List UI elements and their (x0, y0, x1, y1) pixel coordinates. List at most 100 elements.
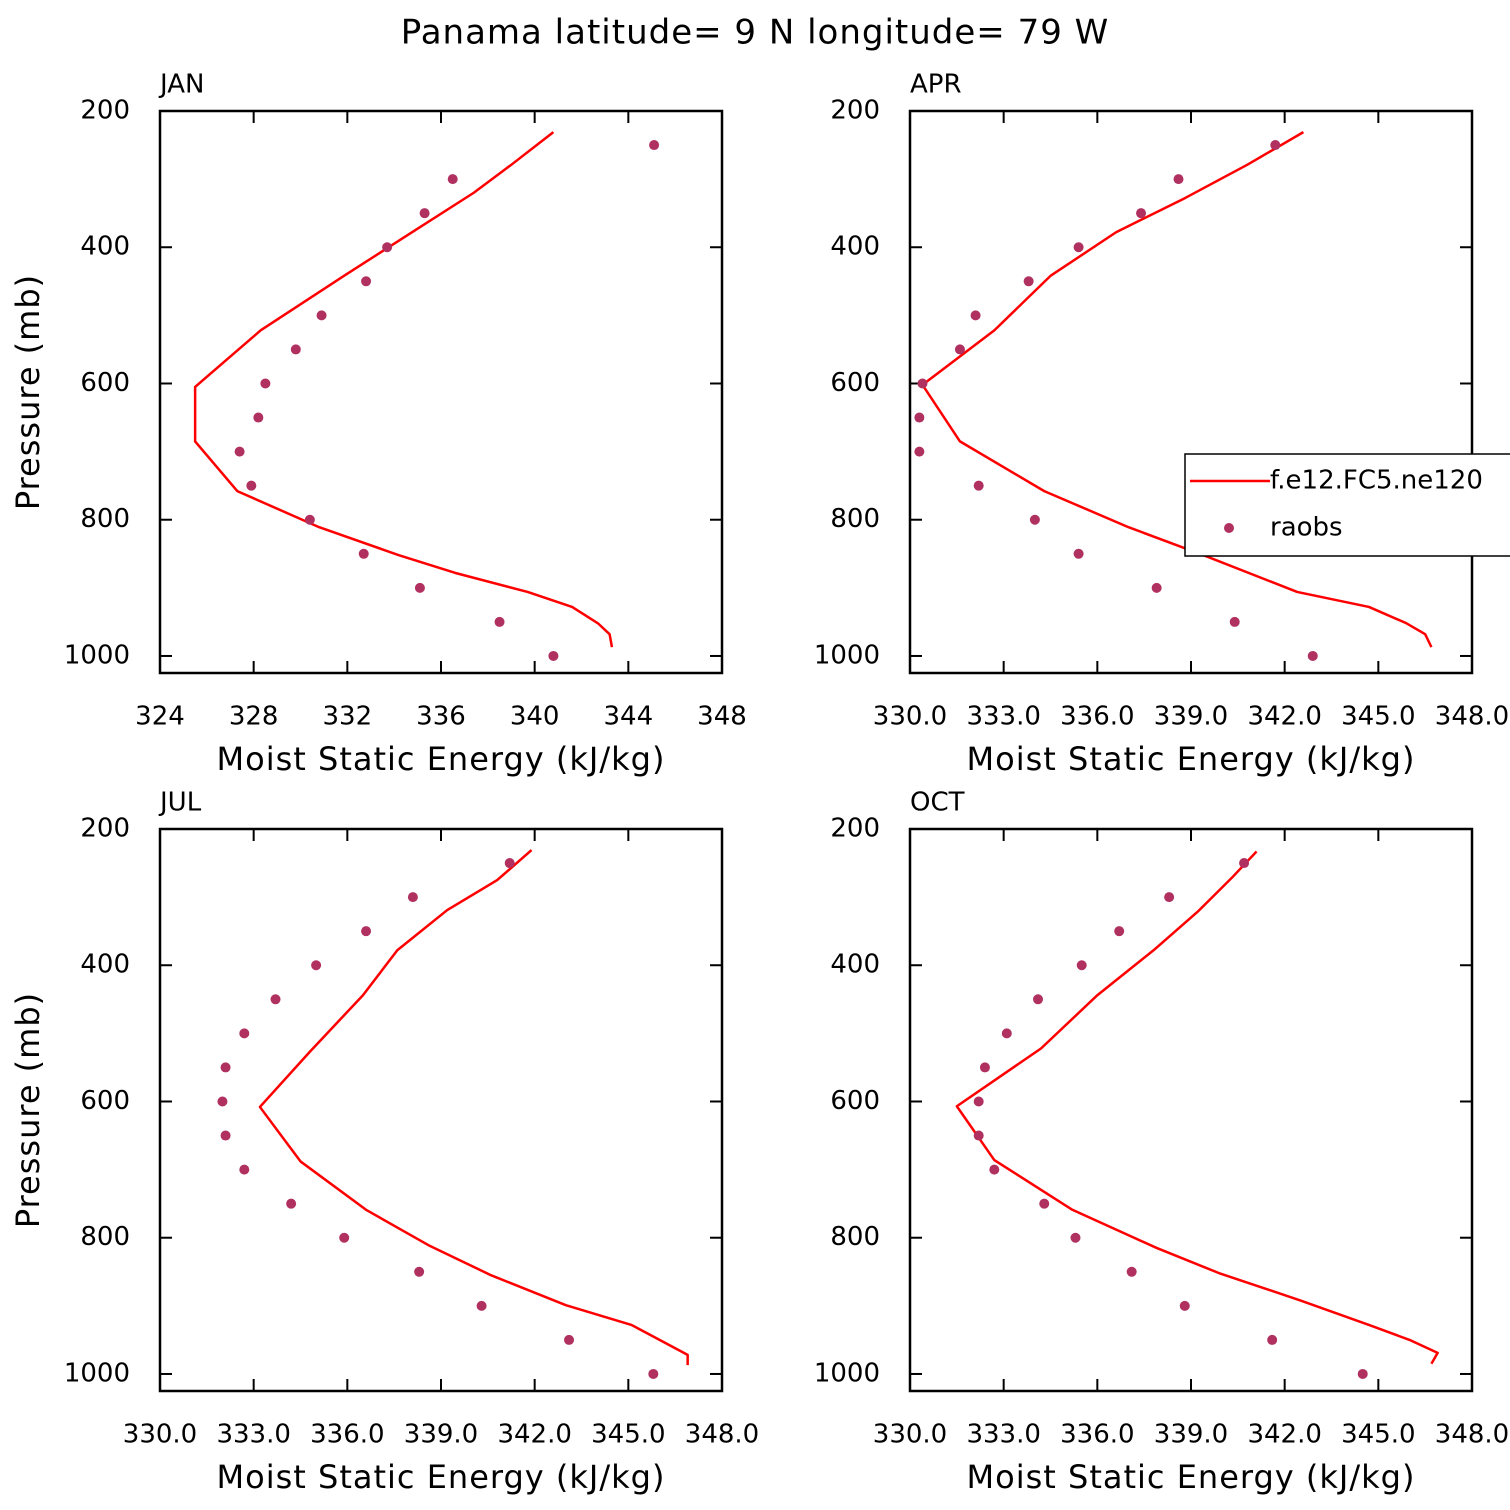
obs-point (1126, 1266, 1137, 1277)
obs-point (1029, 514, 1040, 525)
x-tick-label: 336.0 (1060, 1420, 1134, 1450)
obs-point (414, 582, 425, 593)
x-tick-label: 324 (135, 702, 185, 732)
y-tick-label: 200 (80, 814, 130, 844)
obs-point (1001, 1028, 1012, 1039)
obs-point (1114, 926, 1125, 937)
obs-point (290, 344, 301, 355)
x-tick-label: 340 (510, 702, 560, 732)
legend-box (1184, 453, 1510, 557)
obs-point (1070, 1232, 1081, 1243)
obs-point (1357, 1368, 1368, 1379)
obs-point (1023, 276, 1034, 287)
x-axis-label: Moist Static Energy (kJ/kg) (967, 740, 1416, 778)
x-tick-label: 332 (323, 702, 373, 732)
plot-frame (158, 109, 724, 675)
obs-point (476, 1300, 487, 1311)
obs-point (989, 1164, 1000, 1175)
plot-frame (908, 109, 1474, 675)
x-tick-label: 333.0 (966, 1420, 1040, 1450)
y-tick-label: 600 (830, 368, 880, 398)
x-axis-label: Moist Static Energy (kJ/kg) (217, 1458, 666, 1496)
obs-point (286, 1198, 297, 1209)
obs-point (1164, 892, 1175, 903)
obs-point (316, 310, 327, 321)
obs-point (1229, 616, 1240, 627)
y-tick-label: 800 (830, 1222, 880, 1252)
model-line (258, 849, 689, 1366)
obs-point (239, 1028, 250, 1039)
y-tick-label: 400 (80, 950, 130, 980)
obs-point (414, 1266, 425, 1277)
obs-point (917, 378, 928, 389)
y-tick-label: 1000 (814, 1358, 880, 1388)
panel-title: APR (910, 70, 962, 100)
plot-frame (158, 827, 724, 1393)
obs-point (973, 1130, 984, 1141)
y-tick-label: 400 (830, 232, 880, 262)
obs-point (1173, 174, 1184, 185)
obs-point (494, 616, 505, 627)
obs-point (217, 1096, 228, 1107)
obs-point (246, 480, 257, 491)
obs-point (914, 412, 925, 423)
legend-label: raobs (1270, 513, 1343, 543)
obs-point (1267, 1334, 1278, 1345)
obs-point (447, 174, 458, 185)
obs-point (234, 446, 245, 457)
obs-point (1151, 582, 1162, 593)
y-tick-label: 1000 (64, 1358, 130, 1388)
obs-point (361, 926, 372, 937)
obs-point (407, 892, 418, 903)
obs-point (970, 310, 981, 321)
x-axis-label: Moist Static Energy (kJ/kg) (967, 1458, 1416, 1496)
y-tick-label: 800 (830, 504, 880, 534)
y-tick-label: 600 (80, 1086, 130, 1116)
y-tick-label: 800 (80, 1222, 130, 1252)
x-tick-label: 330.0 (873, 1420, 947, 1450)
obs-point (358, 548, 369, 559)
obs-point (973, 1096, 984, 1107)
y-tick-label: 200 (830, 814, 880, 844)
x-tick-label: 348.0 (685, 1420, 759, 1450)
obs-point (1033, 994, 1044, 1005)
panel-title: JUL (158, 788, 202, 818)
obs-point (339, 1232, 350, 1243)
plot-frame (908, 827, 1474, 1393)
obs-point (361, 276, 372, 287)
obs-point (253, 412, 264, 423)
obs-point (1270, 140, 1281, 151)
x-tick-label: 339.0 (1154, 1420, 1228, 1450)
panel-title: JAN (158, 70, 204, 100)
x-tick-label: 342.0 (1247, 1420, 1321, 1450)
obs-point (239, 1164, 250, 1175)
x-tick-label: 345.0 (591, 1420, 665, 1450)
y-tick-label: 800 (80, 504, 130, 534)
obs-point (419, 208, 430, 219)
obs-point (1239, 858, 1250, 869)
y-tick-label: 200 (830, 96, 880, 126)
x-tick-label: 345.0 (1341, 1420, 1415, 1450)
obs-point (220, 1130, 231, 1141)
y-tick-label: 400 (80, 232, 130, 262)
obs-point (1076, 960, 1087, 971)
x-tick-label: 336 (416, 702, 466, 732)
obs-point (1136, 208, 1147, 219)
x-tick-label: 344 (604, 702, 654, 732)
obs-point (220, 1062, 231, 1073)
y-tick-label: 1000 (64, 640, 130, 670)
figure-title: Panama latitude= 9 N longitude= 79 W (401, 13, 1110, 53)
x-tick-label: 328 (229, 702, 279, 732)
x-tick-label: 348 (697, 702, 747, 732)
x-tick-label: 339.0 (404, 1420, 478, 1450)
obs-point (979, 1062, 990, 1073)
obs-point (1179, 1300, 1190, 1311)
obs-point (260, 378, 271, 389)
x-tick-label: 342.0 (1247, 702, 1321, 732)
legend-label: f.e12.FC5.ne120 (1270, 466, 1483, 496)
obs-point (1307, 650, 1318, 661)
model-line (193, 131, 614, 648)
obs-point (270, 994, 281, 1005)
y-tick-label: 1000 (814, 640, 880, 670)
